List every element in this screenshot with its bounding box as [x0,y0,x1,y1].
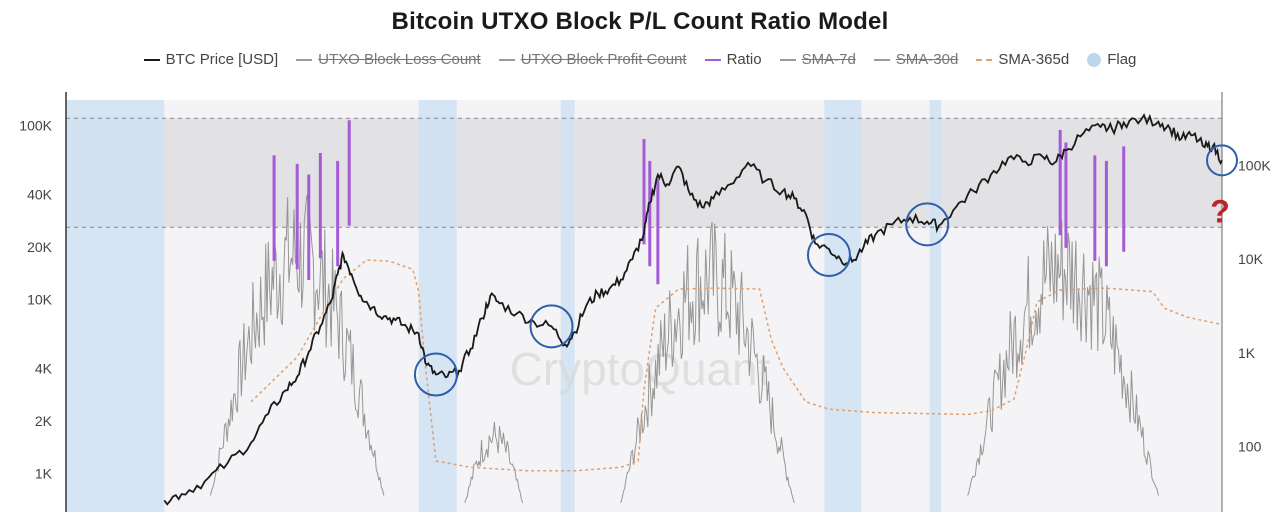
legend-line-icon [143,58,160,61]
watermark: CryptoQuant [510,343,771,395]
highlight-circle [413,352,458,397]
flag-period [66,100,165,512]
legend-line-icon [498,58,515,61]
btc-price-line [163,113,1223,506]
legend-item[interactable]: SMA-7d [779,51,856,68]
y-left-tick-label: 100K [19,117,52,133]
gray-count-series [967,220,1159,496]
highlight-circle [529,304,574,349]
legend-label: Ratio [726,51,762,68]
y-right-tick-label: 1K [1238,345,1256,361]
legend-line-icon [873,58,890,61]
y-left-tick-label: 2K [35,413,53,429]
legend-line-icon [296,58,313,61]
flag-period [418,100,457,512]
gray-count-series [464,421,524,504]
gray-count-series [210,195,385,496]
legend-label: SMA-7d [801,51,856,68]
question-mark-annotation: ? [1210,193,1230,229]
legend-dot-icon [1087,52,1102,67]
gray-count-series [620,222,795,504]
legend-item[interactable]: Flag [1087,51,1136,68]
legend-item[interactable]: BTC Price [USD] [143,51,279,68]
legend-item[interactable]: UTXO Block Profit Count [498,51,687,68]
y-right-tick-label: 100K [1238,157,1271,173]
legend-label: SMA-365d [998,51,1070,68]
legend-item[interactable]: SMA-30d [873,51,959,68]
legend-label: BTC Price [USD] [165,51,279,68]
legend-line-icon [976,58,993,61]
y-right-tick-label: 10K [1238,251,1264,267]
sma-365d-line [250,259,1223,472]
highlight-circle [806,232,851,277]
y-left-tick-label: 10K [27,291,53,307]
flag-period [929,100,942,512]
legend-line-icon [704,58,721,61]
flag-period [560,100,575,512]
chart-title: Bitcoin UTXO Block P/L Count Ratio Model [391,8,889,35]
legend-item[interactable]: SMA-365d [976,51,1069,68]
highlight-circle [1206,144,1238,177]
flag-period [824,100,862,512]
legend-label: SMA-30d [895,51,959,68]
y-right-tick-label: 100 [1238,439,1262,455]
y-left-tick-label: 1K [35,465,53,481]
legend-line-icon [779,58,796,61]
highlight-circle [905,202,950,247]
legend-label: UTXO Block Loss Count [318,51,481,68]
legend-label: UTXO Block Profit Count [520,51,687,68]
y-left-tick-label: 20K [27,239,53,255]
legend-item[interactable]: Ratio [704,51,762,68]
legend-item[interactable]: UTXO Block Loss Count [296,51,481,68]
y-left-tick-label: 40K [27,187,53,203]
legend: BTC Price [USD] UTXO Block Loss Count UTXO… [0,51,1280,68]
legend-label: Flag [1107,51,1137,68]
y-left-tick-label: 4K [35,361,53,377]
